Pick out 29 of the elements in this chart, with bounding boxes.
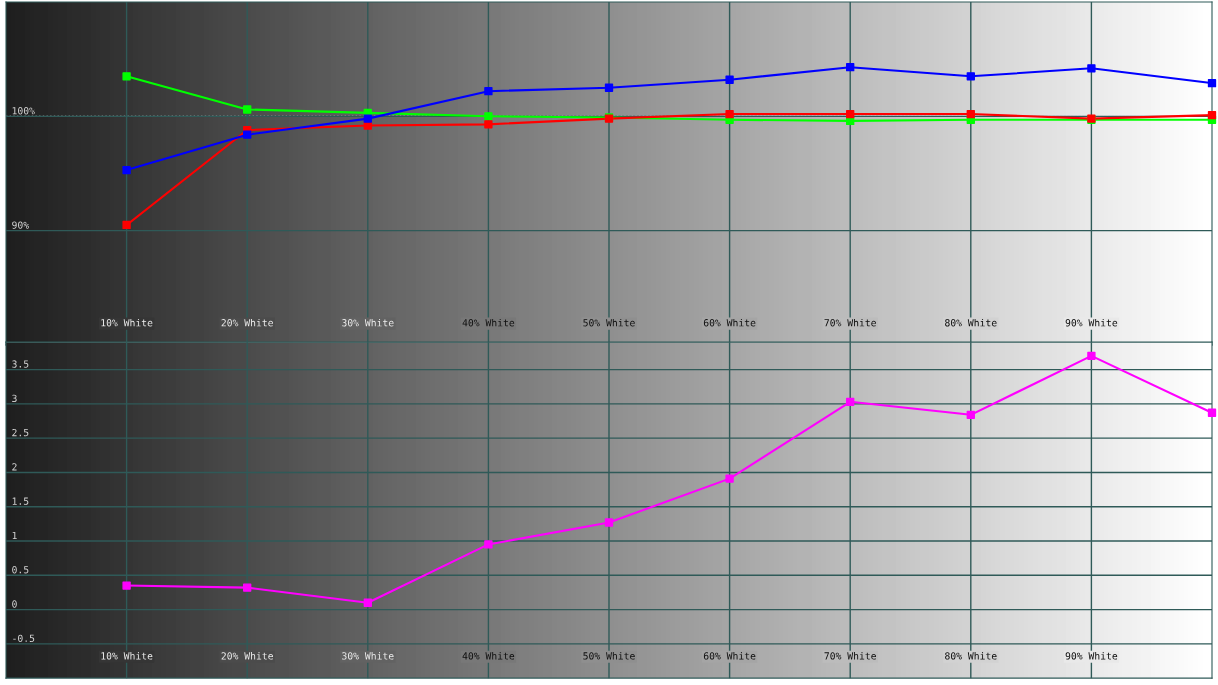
y-tick-label: 2 bbox=[12, 463, 17, 471]
x-tick-label: 60% White bbox=[703, 318, 756, 327]
x-tick-label: 70% White bbox=[824, 652, 876, 660]
x-tick-label: 20% White bbox=[221, 652, 273, 660]
y-tick-label: 2.5 bbox=[12, 428, 29, 437]
x-tick-label: 90% White bbox=[1065, 318, 1118, 327]
y-tick-label: 100% bbox=[12, 107, 35, 115]
x-tick-label: 80% White bbox=[945, 318, 997, 327]
x-tick-label: 40% White bbox=[462, 318, 515, 327]
y-tick-label: -0.5 bbox=[13, 634, 35, 642]
x-tick-label: 20% White bbox=[221, 318, 273, 327]
y-tick-label: 0.5 bbox=[12, 566, 29, 574]
x-tick-label: 30% White bbox=[342, 652, 394, 660]
x-tick-label: 50% White bbox=[583, 652, 635, 660]
y-tick-label: 0 bbox=[12, 600, 17, 608]
x-tick-label: 50% White bbox=[583, 318, 635, 327]
y-tick-label: 3.5 bbox=[12, 360, 29, 368]
x-tick-label: 80% White bbox=[945, 652, 997, 660]
y-tick-label: 1.5 bbox=[12, 497, 29, 505]
x-tick-label: 70% White bbox=[824, 318, 876, 327]
x-tick-label: 40% White bbox=[462, 652, 515, 660]
x-tick-label: 10% White bbox=[101, 652, 153, 660]
x-tick-label: 60% White bbox=[703, 652, 756, 660]
x-tick-label: 90% White bbox=[1065, 652, 1118, 660]
y-tick-label: 90% bbox=[12, 221, 29, 229]
x-tick-label: 10% White bbox=[101, 318, 153, 327]
y-tick-label: 1 bbox=[12, 531, 17, 539]
x-tick-label: 30% White bbox=[342, 318, 394, 327]
y-tick-label: 3 bbox=[12, 394, 17, 402]
